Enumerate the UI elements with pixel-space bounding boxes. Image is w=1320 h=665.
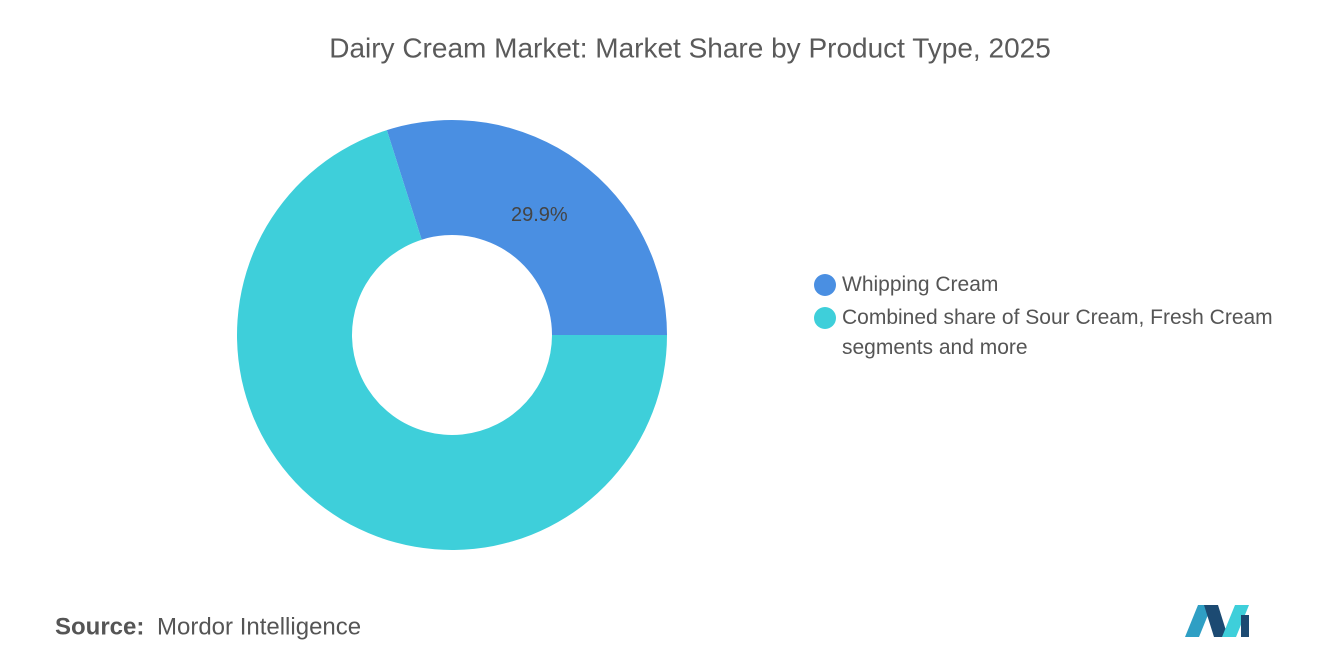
legend-label: Combined share of Sour Cream, Fresh Crea… — [842, 306, 1273, 359]
chart-title: Dairy Cream Market: Market Share by Prod… — [329, 32, 1051, 63]
donut-slice — [386, 119, 667, 335]
donut-slice — [237, 130, 667, 550]
source-label: Source: — [55, 613, 144, 640]
logo — [1185, 605, 1249, 637]
donut: 29.9% — [237, 119, 667, 550]
legend-item: Combined share of Sour Cream, Fresh Crea… — [814, 303, 1314, 363]
legend: Whipping Cream Combined share of Sour Cre… — [814, 270, 1314, 366]
legend-label: Whipping Cream — [842, 273, 999, 296]
data-label: 29.9% — [511, 204, 568, 226]
legend-swatch — [814, 307, 836, 329]
legend-item: Whipping Cream — [814, 270, 1314, 300]
legend-swatch — [814, 274, 836, 296]
source: Mordor Intelligence — [157, 613, 361, 640]
